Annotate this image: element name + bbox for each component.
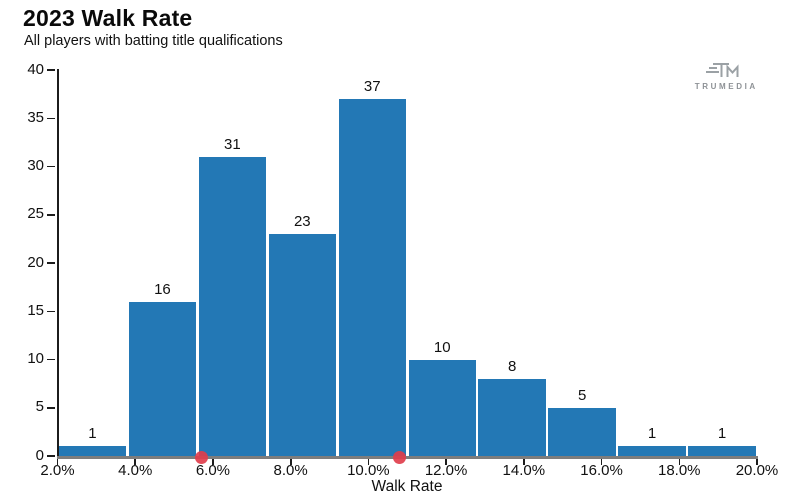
histogram-bar [268, 234, 337, 456]
x-tick-label: 14.0% [502, 461, 546, 479]
x-tick [445, 458, 447, 465]
x-tick [289, 458, 292, 465]
axis-marker-dot [194, 450, 208, 464]
trumedia-logo-text: TRUMEDIA [694, 82, 758, 91]
x-tick-label: 6.0% [195, 461, 231, 479]
y-tick [47, 214, 55, 216]
x-tick-label: 8.0% [273, 461, 308, 479]
x-tick [756, 458, 758, 465]
y-tick [47, 165, 55, 168]
bar-value-label: 31 [224, 135, 241, 153]
x-tick-label: 18.0% [657, 461, 701, 479]
bar-value-label: 1 [717, 425, 727, 443]
y-tick-label: 25 [27, 205, 44, 223]
bar-value-label: 8 [508, 357, 517, 375]
x-tick-label: 2.0% [40, 461, 75, 479]
x-tick [212, 458, 214, 465]
y-tick [47, 262, 55, 264]
y-tick [47, 310, 55, 313]
y-tick-label: 20 [27, 253, 44, 271]
histogram-bar [58, 446, 127, 456]
x-tick-label: 10.0% [347, 461, 390, 479]
x-axis-title: Walk Rate [371, 478, 443, 495]
y-tick [47, 117, 55, 120]
histogram-bar [478, 378, 546, 456]
x-tick-label: 20.0% [735, 461, 779, 479]
x-tick [367, 458, 370, 465]
y-tick-label: 15 [27, 301, 44, 319]
histogram-bar [618, 446, 686, 456]
x-tick [56, 458, 59, 465]
x-tick [600, 458, 603, 465]
trumedia-logo-icon [706, 63, 739, 77]
histogram-bar [408, 359, 476, 456]
x-tick-label: 4.0% [118, 461, 153, 479]
y-tick-label: 30 [27, 157, 44, 174]
y-tick-label: 40 [27, 60, 44, 78]
x-tick [523, 458, 525, 465]
y-tick-label: 0 [35, 446, 44, 464]
y-tick [47, 455, 55, 457]
bar-value-label: 10 [433, 338, 451, 356]
y-tick-label: 35 [27, 108, 44, 126]
x-tick [678, 458, 681, 465]
page-subtitle: All players with batting title qualifica… [24, 33, 283, 49]
y-tick-label: 5 [35, 398, 44, 416]
x-tick [134, 458, 137, 465]
x-tick-label: 12.0% [424, 461, 468, 479]
bar-value-label: 1 [88, 425, 97, 443]
histogram-bar [548, 407, 616, 456]
y-axis-line [56, 69, 59, 459]
histogram-bar [688, 446, 756, 456]
y-tick [47, 69, 55, 71]
bar-value-label: 5 [577, 386, 587, 404]
bar-value-label: 37 [363, 77, 381, 95]
bar-value-label: 16 [154, 280, 171, 298]
axis-marker-dot [392, 450, 406, 464]
page-title: 2023 Walk Rate [23, 5, 193, 31]
y-tick [47, 358, 55, 361]
histogram-bar [198, 156, 267, 456]
y-tick [47, 407, 55, 409]
x-tick-label: 16.0% [580, 461, 623, 479]
bar-value-label: 1 [647, 425, 657, 443]
histogram-bar [338, 98, 406, 456]
x-axis-line [56, 456, 758, 459]
histogram-bar [128, 301, 197, 456]
trumedia-logo: TRUMEDIA [681, 61, 769, 91]
bar-value-label: 23 [293, 213, 311, 231]
y-tick-label: 10 [27, 350, 44, 367]
